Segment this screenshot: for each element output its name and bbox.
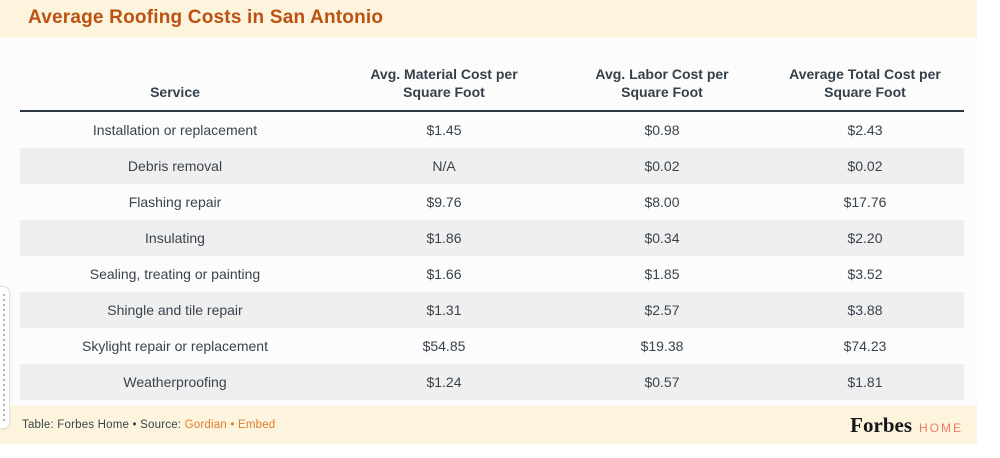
column-header-total-cost: Average Total Cost per Square Foot <box>789 66 941 100</box>
cell-service: Weatherproofing <box>123 374 227 390</box>
table-row: Debris removal N/A $0.02 $0.02 <box>20 148 964 184</box>
cell-labor: $0.57 <box>644 374 680 390</box>
table-row: Sealing, treating or painting $1.66 $1.8… <box>20 256 964 292</box>
cell-material: N/A <box>432 158 456 174</box>
cell-labor: $2.57 <box>644 302 680 318</box>
cell-service: Sealing, treating or painting <box>89 266 261 282</box>
cell-material: $1.66 <box>426 266 462 282</box>
table-row: Shingle and tile repair $1.31 $2.57 $3.8… <box>20 292 964 328</box>
link-separator: • <box>226 419 238 431</box>
attribution-prefix: Table: Forbes Home • Source: <box>22 419 185 431</box>
side-drag-handle[interactable] <box>0 286 10 429</box>
table-row: Skylight repair or replacement $54.85 $1… <box>20 328 964 364</box>
column-header-labor-cost: Avg. Labor Cost per Square Foot <box>595 66 729 100</box>
cell-material: $1.45 <box>426 122 462 138</box>
table-row: Weatherproofing $1.24 $0.57 $1.81 <box>20 364 964 400</box>
forbes-home-logo[interactable]: Forbes HOME <box>850 413 963 438</box>
column-header-service: Service <box>150 84 200 100</box>
cell-total: $17.76 <box>843 194 887 210</box>
cell-material: $9.76 <box>426 194 462 210</box>
forbes-wordmark: Forbes <box>850 412 912 437</box>
cell-total: $3.88 <box>847 302 883 318</box>
cell-service: Skylight repair or replacement <box>82 338 268 354</box>
cell-total: $74.23 <box>843 338 887 354</box>
embed-link[interactable]: Embed <box>237 419 276 431</box>
table-row: Insulating $1.86 $0.34 $2.20 <box>20 220 964 256</box>
cell-total: $0.02 <box>847 158 883 174</box>
cell-material: $1.86 <box>426 230 462 246</box>
cell-service: Flashing repair <box>128 194 222 210</box>
cell-material: $1.31 <box>426 302 462 318</box>
cost-table: Service Avg. Material Cost per Square Fo… <box>20 65 964 400</box>
table-row: Installation or replacement $1.45 $0.98 … <box>20 112 964 148</box>
cell-material: $54.85 <box>422 338 466 354</box>
cell-service: Installation or replacement <box>92 122 258 138</box>
cell-material: $1.24 <box>426 374 462 390</box>
table-header-row: Service Avg. Material Cost per Square Fo… <box>20 65 964 112</box>
cell-total: $3.52 <box>847 266 883 282</box>
cell-total: $2.20 <box>847 230 883 246</box>
table-row: Flashing repair $9.76 $8.00 $17.76 <box>20 184 964 220</box>
column-header-material-cost: Avg. Material Cost per Square Foot <box>370 66 518 100</box>
cell-labor: $1.85 <box>644 266 680 282</box>
title-banner: Average Roofing Costs in San Antonio <box>0 0 977 38</box>
cell-labor: $19.38 <box>640 338 684 354</box>
cell-labor: $0.34 <box>644 230 680 246</box>
cell-service: Debris removal <box>127 158 223 174</box>
page-title: Average Roofing Costs in San Antonio <box>28 7 384 28</box>
cell-service: Shingle and tile repair <box>107 302 243 318</box>
cell-service: Insulating <box>145 230 205 246</box>
attribution-banner: Table: Forbes Home • Source: Gordian • E… <box>0 406 977 444</box>
cell-total: $1.81 <box>847 374 883 390</box>
cell-labor: $8.00 <box>644 194 680 210</box>
home-wordmark: HOME <box>919 420 963 435</box>
attribution-text: Table: Forbes Home • Source: Gordian • E… <box>22 419 275 431</box>
cell-labor: $0.98 <box>644 122 680 138</box>
cell-total: $2.43 <box>847 122 883 138</box>
source-link-gordian[interactable]: Gordian <box>184 419 227 431</box>
cell-labor: $0.02 <box>644 158 680 174</box>
